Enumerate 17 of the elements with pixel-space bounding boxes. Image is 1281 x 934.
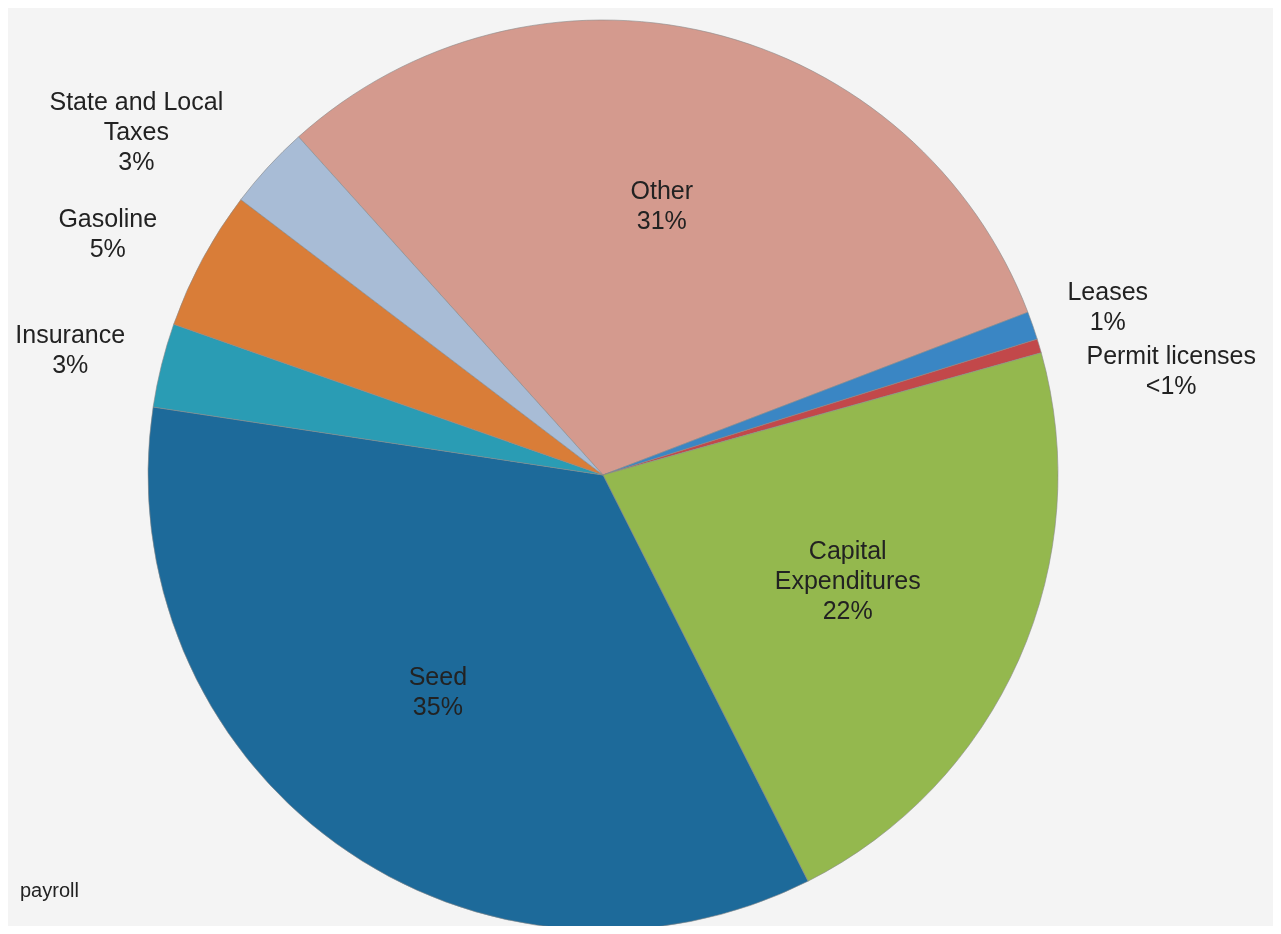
data-label: 3% — [52, 350, 89, 379]
data-label: <1% — [1145, 370, 1197, 399]
slice-label: Leases — [1067, 276, 1149, 305]
slice-label: Gasoline — [58, 203, 158, 232]
data-label: 5% — [89, 233, 126, 262]
data-label: 35% — [412, 692, 463, 721]
data-label: 31% — [636, 205, 687, 234]
slice-label: Permit licenses — [1086, 340, 1256, 369]
data-label: 3% — [118, 147, 155, 176]
slice-label: Insurance — [15, 320, 126, 349]
slice-label: State and Local Taxes — [49, 87, 224, 146]
slice-label: Capital Expenditures — [774, 536, 921, 595]
slice-label: Seed — [408, 662, 468, 691]
data-label: 22% — [822, 596, 873, 625]
slice-label: Other — [630, 175, 694, 204]
text: payroll — [20, 879, 79, 902]
data-label: 1% — [1089, 306, 1126, 335]
